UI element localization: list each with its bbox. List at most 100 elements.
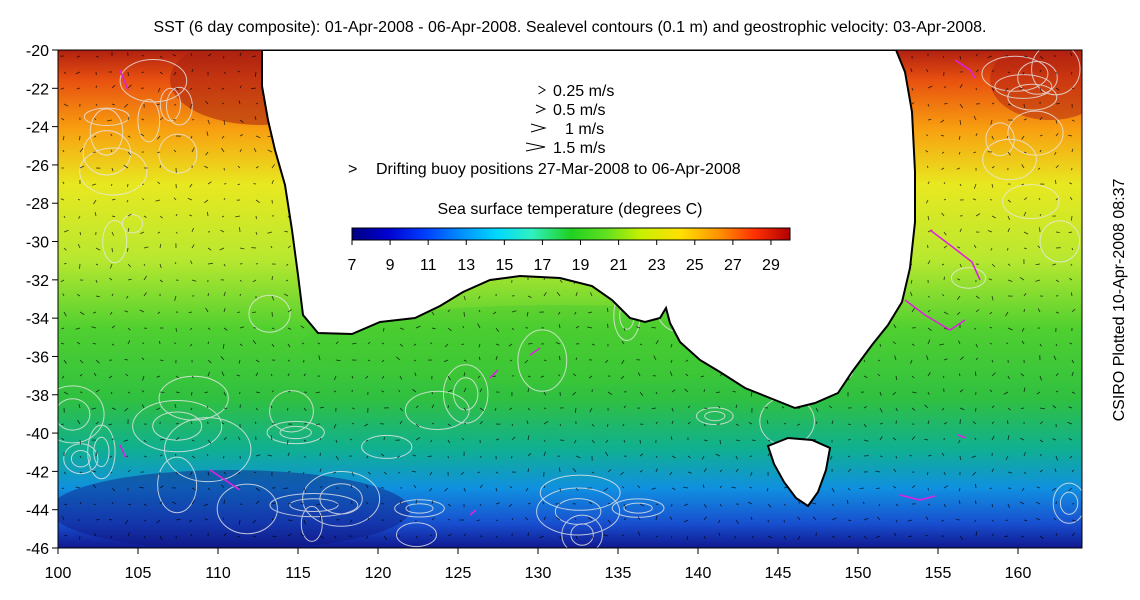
- velocity-vector: [80, 264, 81, 269]
- velocity-vector: [142, 184, 144, 185]
- velocity-legend-label: 0.5 m/s: [553, 102, 605, 119]
- colorbar-tick-label: 17: [534, 257, 552, 274]
- velocity-vector: [464, 312, 465, 317]
- latitude-axis: -20 -22 -24 -26 -28 -30 -32 -34 -36 -38 -40 -42 -44 -…: [26, 43, 58, 558]
- velocity-vector: [1056, 232, 1060, 233]
- velocity-vector: [80, 136, 81, 140]
- velocity-vector: [848, 440, 851, 441]
- lat-tick-label: -46: [26, 541, 49, 558]
- velocity-vector: [976, 408, 977, 412]
- lon-tick-label: 115: [285, 565, 311, 582]
- lon-tick-label: 145: [765, 565, 792, 582]
- velocity-vector: [976, 484, 977, 488]
- lon-tick-label: 105: [125, 565, 152, 582]
- colorbar-gradient: [352, 228, 790, 240]
- velocity-vector: [352, 408, 355, 409]
- lon-tick-label: 125: [445, 565, 472, 582]
- velocity-vector: [240, 227, 241, 232]
- velocity-vector: [864, 502, 865, 504]
- velocity-vector: [528, 344, 533, 345]
- lon-tick-label: 100: [45, 565, 72, 582]
- velocity-vector: [944, 277, 945, 280]
- longitude-axis: 100 105 110 115 120 125 130 135 140 145 150 155 160: [45, 548, 1032, 582]
- velocity-vector: [528, 533, 529, 537]
- lat-tick-label: -30: [26, 235, 49, 252]
- velocity-vector: [176, 328, 177, 332]
- velocity-vector: [976, 500, 977, 504]
- colorbar-tick-label: 7: [348, 257, 357, 274]
- lat-tick-label: -34: [26, 311, 49, 328]
- colorbar-title: Sea surface temperature (degrees C): [437, 201, 702, 218]
- velocity-vector: [160, 392, 164, 393]
- velocity-legend-label: 1.5 m/s: [553, 140, 605, 157]
- velocity-vector: [416, 500, 417, 504]
- velocity-vector: [928, 488, 929, 490]
- velocity-vector: [272, 276, 273, 280]
- velocity-vector: [128, 72, 129, 76]
- velocity-vector: [560, 488, 561, 492]
- lat-tick-label: -36: [26, 349, 49, 366]
- lat-tick-label: -38: [26, 388, 49, 405]
- velocity-vector: [1008, 248, 1009, 251]
- colorbar-tick-label: 13: [457, 257, 475, 274]
- velocity-vector: [316, 424, 320, 425]
- velocity-vector: [142, 56, 144, 57]
- velocity-vector: [544, 408, 546, 409]
- buoy-legend-label: Drifting buoy positions 27-Mar-2008 to 0…: [376, 161, 741, 178]
- velocity-vector: [928, 245, 929, 248]
- colorbar-tick-label: 11: [420, 257, 437, 274]
- colorbar-tick-label: 9: [386, 257, 395, 274]
- velocity-vector: [956, 520, 960, 521]
- velocity-vector: [381, 504, 384, 505]
- lat-tick-label: -28: [26, 196, 49, 213]
- velocity-vector: [304, 424, 307, 425]
- velocity-vector: [768, 520, 769, 522]
- lon-tick-label: 130: [525, 565, 552, 582]
- colorbar-tick-label: 25: [686, 257, 704, 274]
- buoy-legend-symbol: >: [348, 161, 357, 178]
- velocity-vector: [1024, 309, 1025, 312]
- colorbar-tick-label: 27: [724, 257, 742, 274]
- velocity-vector: [283, 488, 288, 489]
- velocity-vector: [61, 424, 64, 425]
- lat-tick-label: -24: [26, 120, 49, 137]
- colorbar-tick-label: 29: [762, 257, 780, 274]
- colorbar-tick-label: 21: [610, 257, 628, 274]
- lat-tick-label: -26: [26, 158, 49, 175]
- sst-warm-patch-east: [990, 40, 1110, 120]
- lat-tick-label: -42: [26, 464, 49, 481]
- lon-tick-label: 150: [845, 565, 872, 582]
- colorbar-tick-label: 23: [648, 257, 666, 274]
- velocity-vector: [240, 294, 241, 296]
- velocity-vector: [288, 472, 290, 473]
- lon-tick-label: 160: [1005, 565, 1032, 582]
- lon-tick-label: 135: [605, 565, 632, 582]
- velocity-vector: [160, 341, 161, 344]
- velocity-vector: [160, 165, 161, 168]
- lat-tick-label: -32: [26, 273, 49, 290]
- lat-tick-label: -20: [26, 43, 49, 60]
- velocity-vector: [336, 504, 338, 505]
- lon-tick-label: 110: [205, 565, 231, 582]
- velocity-vector: [448, 405, 449, 408]
- lat-tick-label: -40: [26, 426, 49, 443]
- velocity-vector: [1072, 168, 1073, 170]
- velocity-vector: [990, 344, 992, 345]
- colorbar-tick-label: 15: [495, 257, 513, 274]
- velocity-legend-label: 0.25 m/s: [553, 83, 614, 100]
- velocity-vector: [224, 168, 225, 170]
- lon-tick-label: 140: [685, 565, 712, 582]
- velocity-vector: [128, 184, 129, 187]
- lat-tick-label: -44: [26, 503, 49, 520]
- velocity-legend-label: 1 m/s: [565, 121, 604, 138]
- velocity-vector: [320, 438, 321, 440]
- velocity-vector: [237, 312, 240, 313]
- velocity-vector: [1040, 227, 1041, 232]
- velocity-vector: [256, 216, 257, 219]
- lon-tick-label: 120: [365, 565, 392, 582]
- velocity-vector: [672, 504, 673, 506]
- velocity-vector: [224, 408, 227, 409]
- velocity-vector: [560, 356, 561, 360]
- lon-tick-label: 155: [925, 565, 952, 582]
